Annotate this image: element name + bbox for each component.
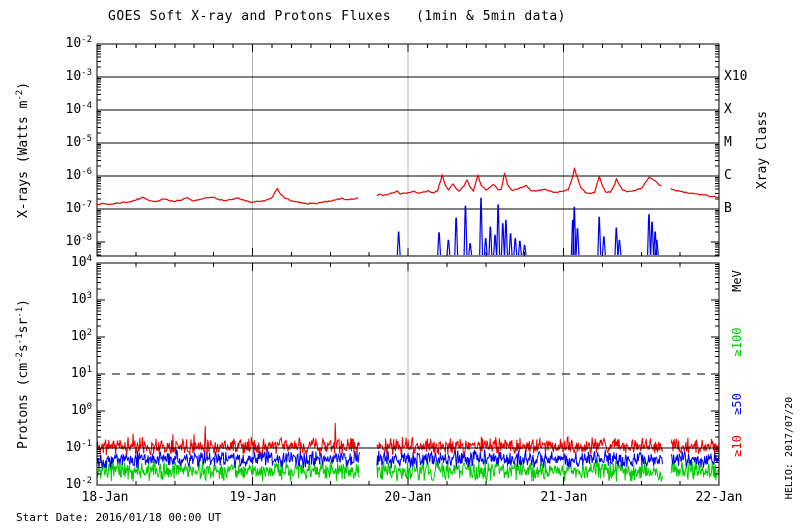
proton-y-tick-label: 10-2 xyxy=(65,476,93,492)
start-date-note: Start Date: 2016/01/18 00:00 UT xyxy=(16,511,222,524)
xray-y-tick-label: 10-4 xyxy=(65,101,93,117)
xray-short-series-spike xyxy=(572,206,577,256)
xray-short-series-spike xyxy=(454,217,459,256)
xray-short-series-spike xyxy=(650,221,655,256)
x-tick-label: 20-Jan xyxy=(384,490,432,505)
protons-ge10MeV-series xyxy=(96,422,360,457)
proton-y-axis-label: Protons (cm-2s-1sr-1) xyxy=(15,299,31,449)
xray-y-tick-label: 10-5 xyxy=(65,134,93,150)
proton-y-tick-label: 100 xyxy=(70,402,92,418)
xray-short-series-spike xyxy=(614,227,619,256)
xray-class-letter: X xyxy=(724,102,732,117)
xray-y-tick-label: 10-3 xyxy=(65,68,93,84)
xray-short-series-spike xyxy=(504,219,508,256)
xray-short-series-spike xyxy=(518,240,522,256)
protons-ge50MeV-series xyxy=(670,451,720,468)
xray-y-tick-label: 10-2 xyxy=(65,35,93,51)
xray-y-tick-label: 10-8 xyxy=(65,233,93,249)
proton-y-tick-label: 103 xyxy=(70,291,92,307)
xray-y-tick-label: 10-6 xyxy=(65,167,93,183)
protons-ge100MeV-series xyxy=(376,459,663,483)
xray-short-series-spike xyxy=(488,226,493,256)
xray-short-series-spike xyxy=(396,231,401,256)
xray-short-series-spike xyxy=(513,238,518,256)
protons-ge50MeV-series xyxy=(376,449,663,469)
xray-short-series-spike xyxy=(647,214,651,256)
x-tick-label: 22-Jan xyxy=(695,490,743,505)
xray-long-series xyxy=(376,167,662,197)
xray-short-series-spike xyxy=(500,223,505,256)
proton-y-tick-label: 101 xyxy=(70,365,92,381)
proton-y-tick-label: 102 xyxy=(70,328,92,344)
xray-short-series-spike xyxy=(575,228,580,256)
chart-title: GOES Soft X-ray and Protons Fluxes (1min… xyxy=(108,9,566,24)
xray-short-series-spike xyxy=(446,239,451,256)
panel-border xyxy=(96,43,720,257)
protons-ge100MeV-series xyxy=(96,459,360,483)
x-tick-label: 19-Jan xyxy=(229,490,277,505)
protons-ge10MeV-series xyxy=(376,435,663,456)
panel-border xyxy=(96,262,720,486)
xray-class-axis-label: Xray Class xyxy=(755,110,770,190)
proton-y-tick-label: 10-1 xyxy=(65,439,93,455)
xray-short-series-spike xyxy=(496,204,501,256)
xray-y-tick-label: 10-7 xyxy=(65,200,93,216)
xray-class-letter: X10 xyxy=(724,69,748,84)
xray-short-series-spike xyxy=(597,216,602,256)
xray-class-letter: B xyxy=(724,201,732,216)
xray-long-series xyxy=(670,187,720,198)
xray-class-letter: C xyxy=(724,168,732,183)
x-tick-label: 18-Jan xyxy=(81,490,129,505)
protons-ge10MeV-series xyxy=(670,437,720,455)
x-tick-label: 21-Jan xyxy=(540,490,588,505)
xray-short-series-spike xyxy=(654,239,659,256)
xray-short-series-spike xyxy=(468,243,473,256)
proton-threshold-label: ≥10 xyxy=(730,435,744,457)
xray-class-letter: M xyxy=(724,135,732,150)
protons-ge50MeV-series xyxy=(96,448,360,469)
xray-short-series-spike xyxy=(508,233,513,256)
xray-short-series-spike xyxy=(493,234,498,256)
xray-short-series-spike xyxy=(483,238,488,256)
xray-short-series-spike xyxy=(617,239,622,256)
xray-short-series-spike xyxy=(463,205,468,256)
xray-long-series xyxy=(96,187,359,206)
xray-short-series-spike xyxy=(437,232,442,256)
xray-short-series-spike xyxy=(601,236,606,256)
proton-y-tick-label: 104 xyxy=(70,254,92,270)
xray-short-series-spike xyxy=(522,244,527,256)
helio-watermark: HELIO: 2017/07/20 xyxy=(784,396,795,500)
xray-short-series-spike xyxy=(479,197,484,256)
protons-ge100MeV-series xyxy=(670,460,720,481)
